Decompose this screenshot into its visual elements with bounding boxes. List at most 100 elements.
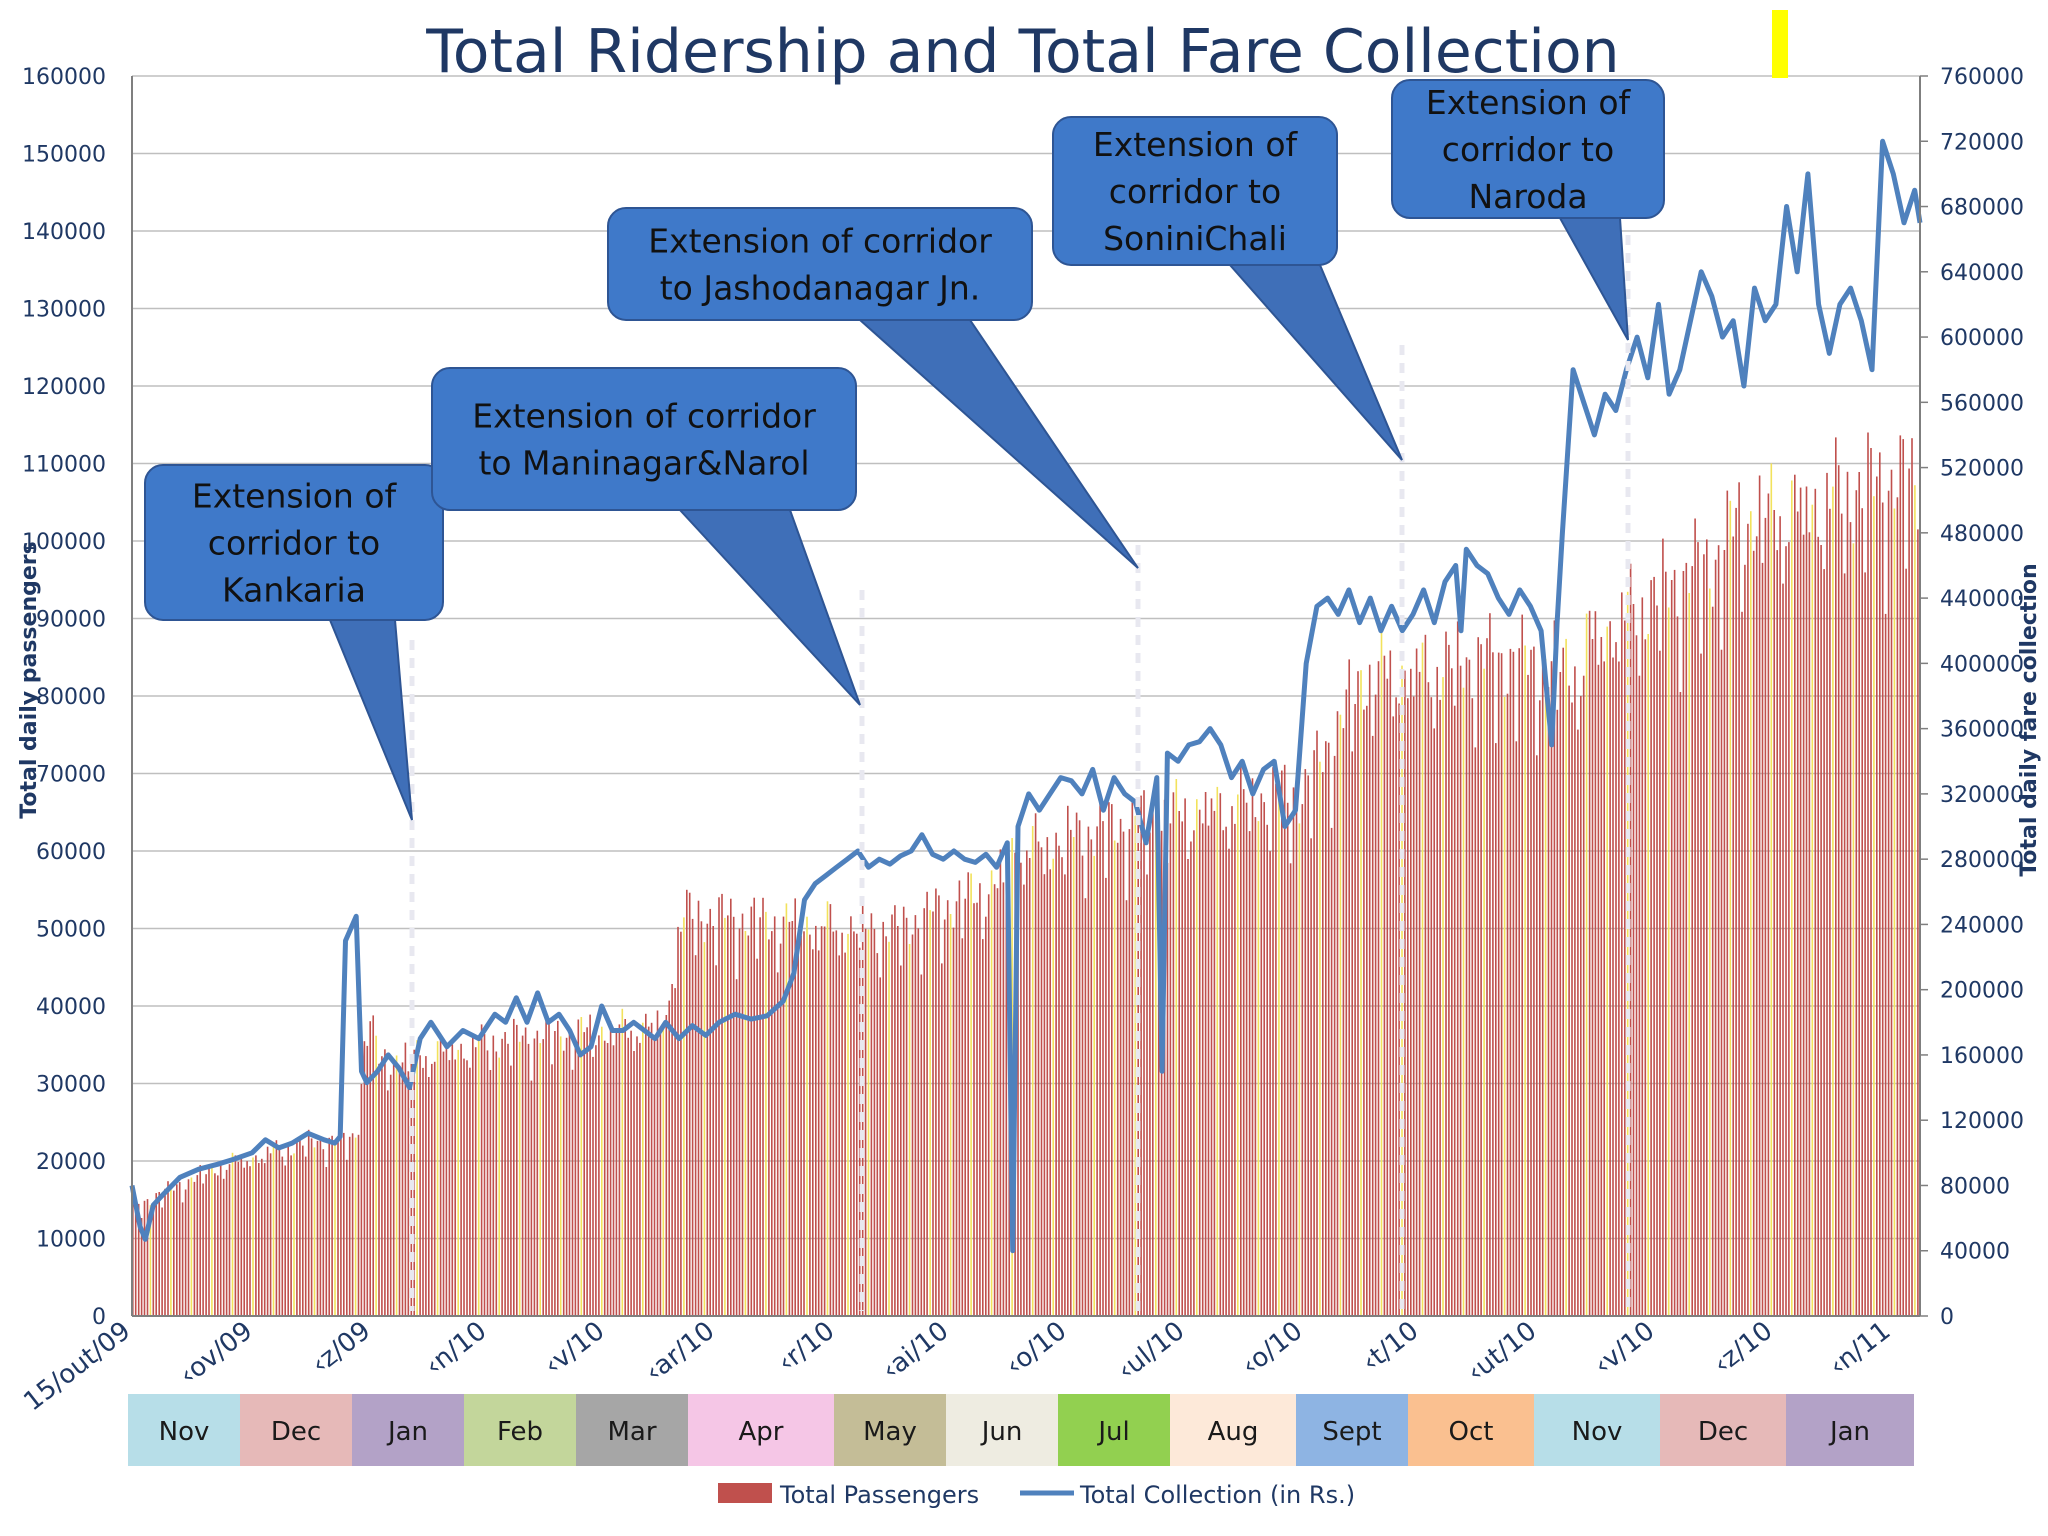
passenger-bar	[835, 930, 838, 1316]
passenger-bar	[146, 1199, 149, 1316]
passenger-bar	[1492, 652, 1494, 1316]
month-cell-apr: Apr	[688, 1394, 834, 1466]
month-cell-label: Feb	[497, 1417, 543, 1447]
month-cell-background	[1408, 1394, 1534, 1466]
passenger-bar	[278, 1149, 281, 1316]
passenger-bar	[771, 931, 773, 1316]
passenger-bar	[334, 1143, 336, 1316]
passenger-bar	[1193, 830, 1195, 1316]
passenger-bar	[419, 1055, 421, 1316]
legend-label-passengers: Total Passengers	[779, 1481, 979, 1509]
passenger-bar	[1020, 862, 1022, 1316]
month-cell-label: Apr	[739, 1417, 784, 1447]
passenger-bar	[1430, 697, 1433, 1316]
passenger-bar	[1175, 779, 1178, 1316]
passenger-bar	[1647, 634, 1650, 1316]
passenger-bar	[1445, 631, 1447, 1316]
passenger-bar	[1588, 610, 1591, 1316]
passenger-bar	[518, 1041, 521, 1316]
passenger-bar	[1260, 793, 1263, 1316]
passenger-bar	[876, 953, 879, 1316]
passenger-bar	[894, 905, 896, 1316]
passenger-bar	[219, 1165, 222, 1316]
passenger-bar	[1433, 728, 1436, 1316]
passenger-bar	[1345, 689, 1348, 1316]
passenger-bar	[1881, 502, 1884, 1316]
passenger-bar	[299, 1138, 301, 1316]
passenger-bar	[275, 1140, 278, 1316]
passenger-bar	[982, 939, 984, 1316]
passenger-bar	[1547, 687, 1550, 1316]
month-cell-jun: Jun	[946, 1394, 1058, 1466]
passenger-bar	[1462, 687, 1465, 1316]
month-cell-background	[688, 1394, 834, 1466]
passenger-bar	[231, 1152, 234, 1316]
passenger-bar	[328, 1137, 331, 1316]
passenger-bar	[1099, 801, 1101, 1316]
passenger-bar	[1685, 562, 1688, 1316]
passenger-bar	[1292, 787, 1295, 1316]
passenger-bar	[1867, 432, 1869, 1316]
passenger-bar	[1002, 882, 1005, 1316]
passenger-bar	[832, 931, 835, 1316]
passenger-bar	[1591, 639, 1594, 1316]
y-tick-label: 130000	[22, 298, 106, 323]
passenger-bar	[489, 1070, 492, 1316]
y2-tick-label: 160000	[1940, 1044, 2024, 1069]
passenger-bar	[155, 1193, 158, 1316]
passenger-bar	[609, 1021, 612, 1316]
y2-tick-label: 480000	[1940, 522, 2024, 547]
passenger-bar	[595, 1045, 597, 1316]
month-cell-background	[1296, 1394, 1408, 1466]
month-cell-background	[1534, 1394, 1660, 1466]
passenger-bar	[662, 1024, 665, 1316]
passenger-bar	[1061, 857, 1063, 1316]
passenger-bar	[1720, 649, 1723, 1316]
passenger-bar	[542, 1039, 545, 1316]
passenger-bar	[1609, 621, 1611, 1316]
passenger-bar	[1155, 821, 1157, 1316]
passenger-bar	[1571, 702, 1573, 1316]
passenger-bar	[442, 1051, 445, 1316]
callout-text-line: SoniniChali	[1103, 219, 1287, 258]
passenger-bar	[1820, 545, 1822, 1316]
passenger-bar	[1424, 634, 1427, 1316]
passenger-bar	[683, 917, 685, 1316]
passenger-bar	[348, 1136, 351, 1316]
passenger-bar	[1667, 607, 1670, 1316]
passenger-bar	[747, 935, 750, 1316]
passenger-bar	[1149, 832, 1151, 1316]
passenger-bar	[243, 1167, 246, 1316]
passenger-bar	[1688, 593, 1691, 1316]
passenger-bar	[1204, 792, 1207, 1316]
passenger-bar	[1087, 826, 1090, 1316]
passenger-bar	[290, 1155, 292, 1316]
passenger-bar	[466, 1060, 468, 1316]
passenger-bar	[1489, 613, 1491, 1316]
callout-text-line: corridor to	[208, 524, 380, 563]
passenger-bar	[1319, 761, 1321, 1316]
passenger-bar	[1418, 671, 1421, 1316]
month-cell-label: May	[863, 1417, 917, 1447]
passenger-bar	[1451, 668, 1453, 1316]
passenger-bar	[1105, 877, 1107, 1316]
passenger-bar	[527, 1043, 530, 1316]
passenger-bar	[1116, 842, 1119, 1316]
passenger-bar	[697, 900, 700, 1316]
passenger-bar	[395, 1055, 398, 1316]
passenger-bar	[161, 1207, 163, 1316]
passenger-bar	[1283, 764, 1286, 1316]
passenger-bar	[961, 938, 964, 1316]
passenger-bar	[1902, 439, 1905, 1317]
passenger-bar	[1706, 539, 1708, 1316]
passenger-bar	[612, 1045, 615, 1316]
passenger-bar	[539, 1043, 542, 1316]
passenger-bar	[1093, 855, 1096, 1316]
passenger-bar	[589, 1014, 591, 1316]
passenger-bar	[501, 1038, 503, 1316]
passenger-bar	[495, 1051, 498, 1316]
passenger-bar	[504, 1032, 506, 1316]
passenger-bar	[826, 901, 829, 1316]
passenger-bar	[1861, 508, 1864, 1316]
passenger-bar	[325, 1167, 328, 1316]
